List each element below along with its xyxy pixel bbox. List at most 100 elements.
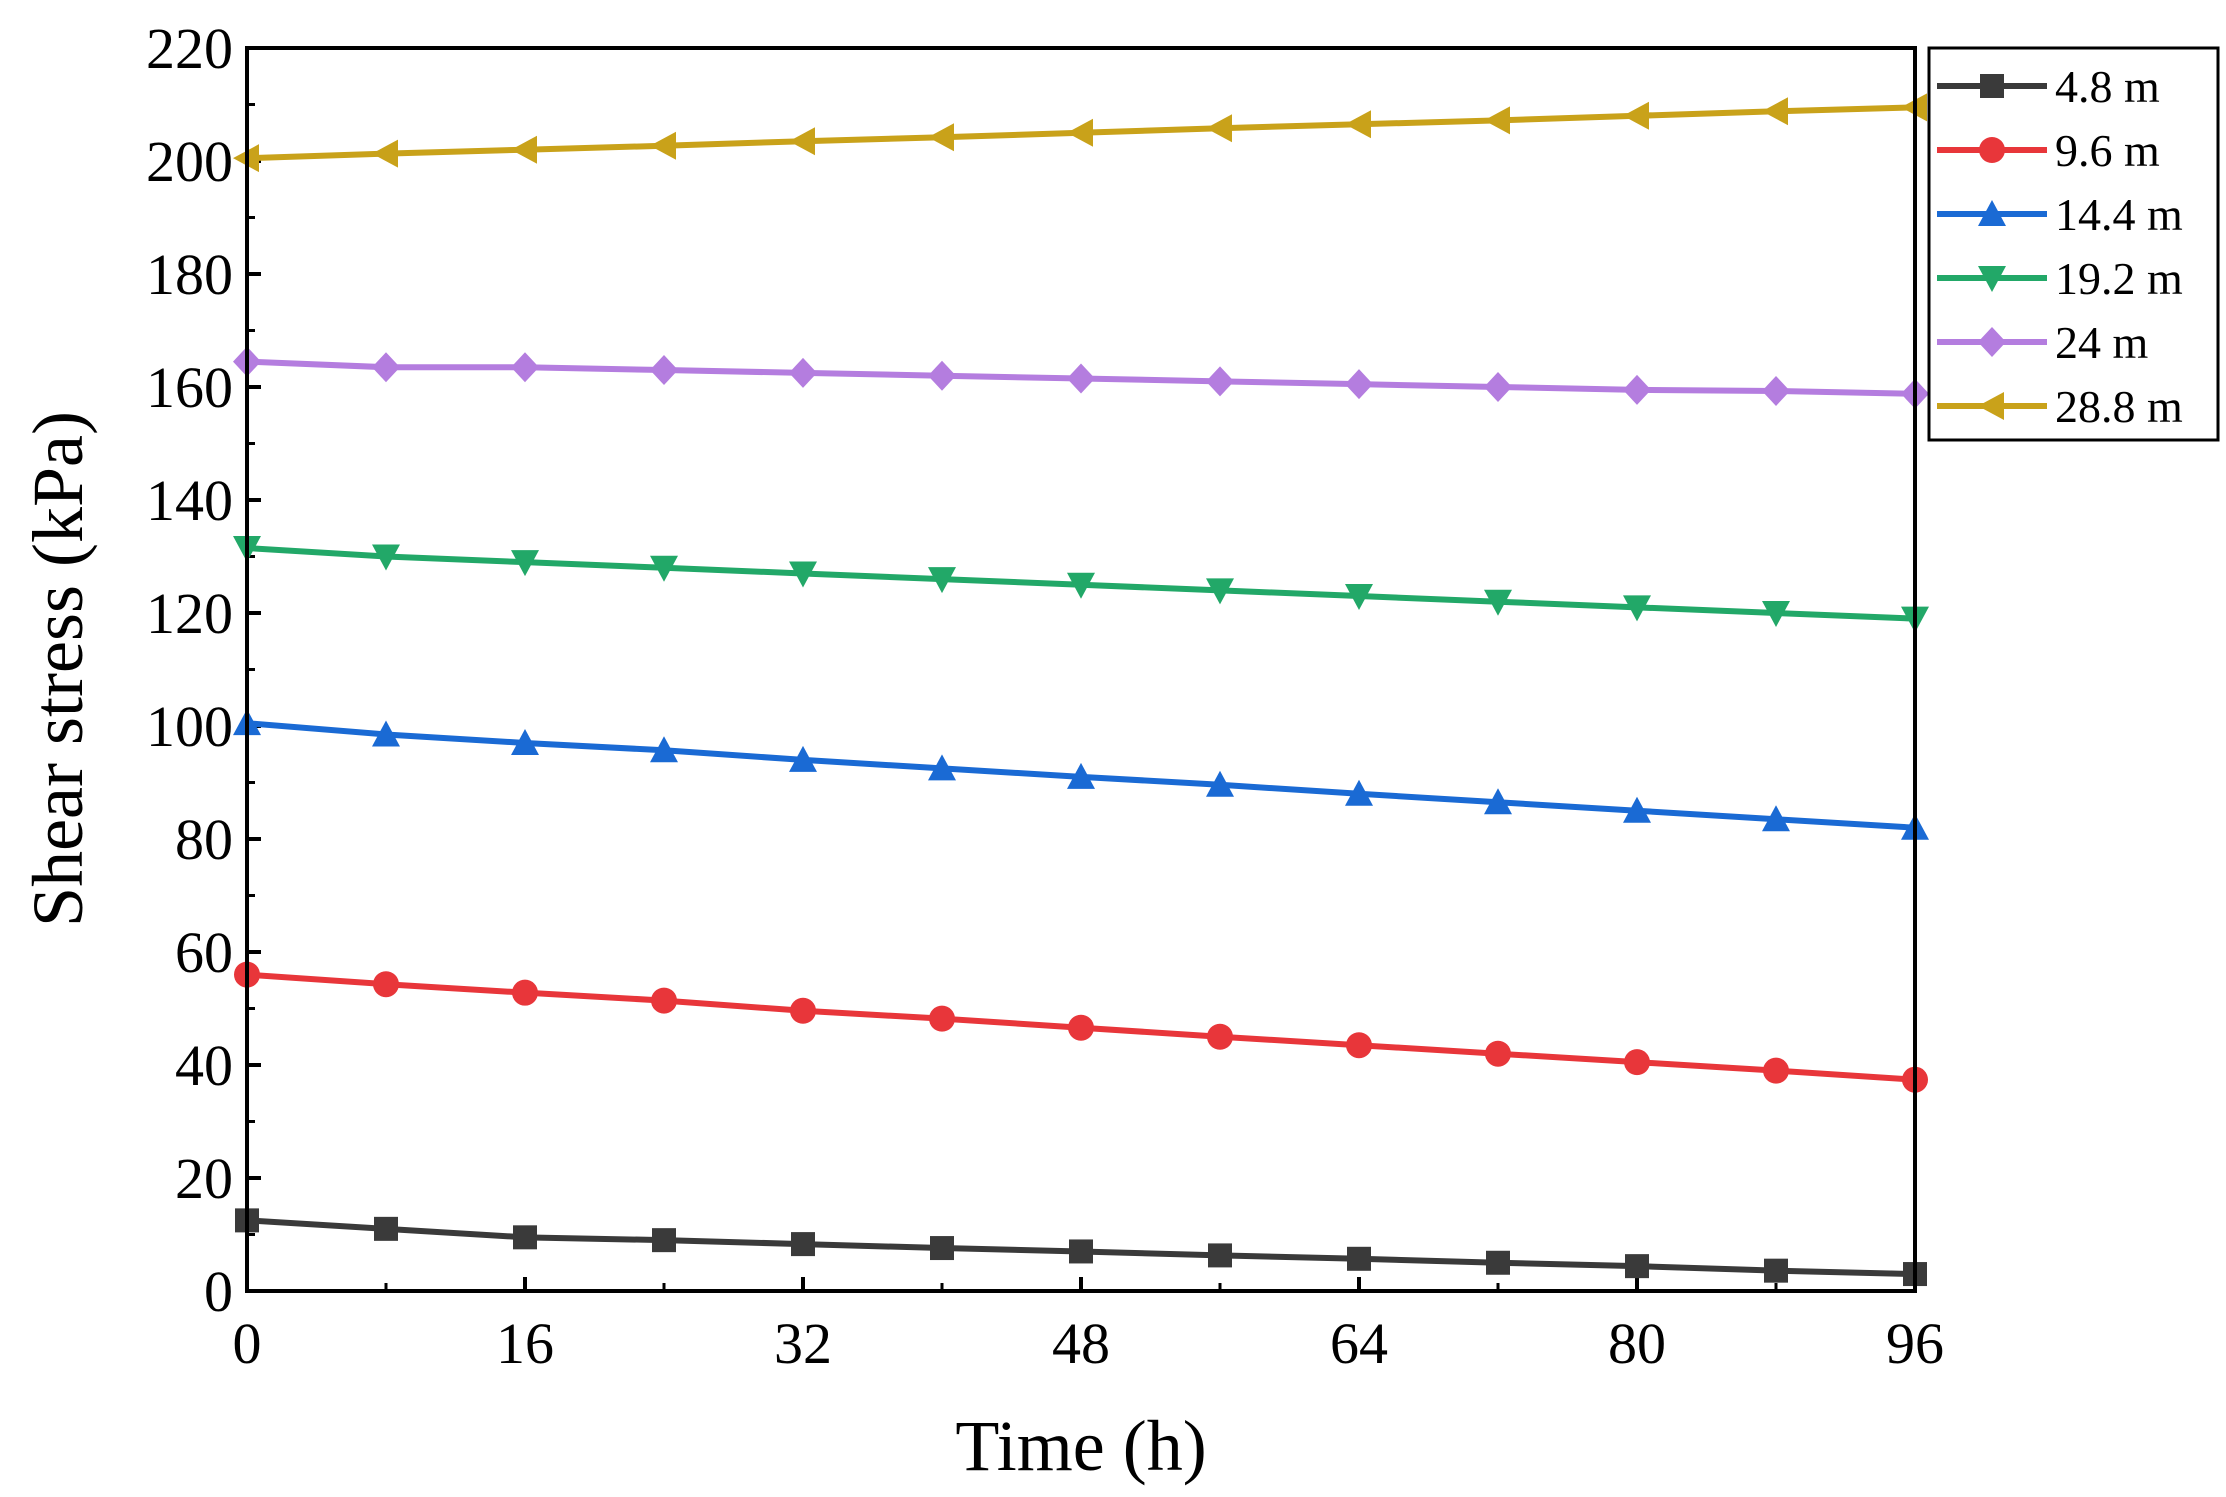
data-point (790, 997, 816, 1024)
y-tick-label: 60 (175, 920, 233, 985)
legend-item-28-8-m: 28.8 m (1937, 381, 2183, 432)
data-point (1345, 779, 1373, 806)
data-point (511, 352, 539, 383)
series-9-6-m (234, 961, 1928, 1093)
y-tick-label: 220 (146, 16, 233, 81)
legend-label: 9.6 m (2055, 125, 2160, 176)
x-tick-label: 64 (1330, 1311, 1388, 1376)
legend-marker (1978, 392, 2004, 420)
series-28-8-m (233, 93, 1927, 173)
data-point (1347, 1246, 1371, 1271)
x-axis-title: Time (h) (955, 1406, 1206, 1486)
data-point (652, 1228, 676, 1253)
data-point (1345, 584, 1373, 611)
legend-label: 28.8 m (2055, 381, 2183, 432)
data-point (1067, 572, 1095, 599)
data-point (789, 127, 815, 156)
data-point (1484, 372, 1512, 402)
y-tick-label: 160 (146, 355, 233, 420)
data-point (1484, 788, 1512, 815)
data-point (1069, 1239, 1093, 1264)
data-point (511, 728, 539, 755)
legend-marker (1978, 266, 2006, 292)
legend-marker (1978, 327, 2006, 357)
legend-items: 4.8 m 9.6 m 14.4 m 19.2 m 24 m 28.8 m (1937, 61, 2183, 432)
plot-frame (245, 46, 1917, 1293)
data-point (1485, 1040, 1511, 1067)
data-point (791, 1232, 815, 1257)
data-point (928, 360, 956, 391)
x-tick-label: 48 (1052, 1311, 1110, 1376)
legend-marker (1978, 200, 2006, 226)
data-point (1764, 1258, 1788, 1283)
data-point (789, 561, 817, 588)
series-19-2-m (233, 536, 1929, 633)
data-point (650, 736, 678, 763)
legend-label: 19.2 m (2055, 253, 2183, 304)
data-point (1206, 114, 1232, 143)
data-point (511, 550, 539, 577)
axis-ticks (245, 46, 1917, 1293)
data-point (1625, 1254, 1649, 1279)
y-tick-label: 100 (146, 694, 233, 759)
y-tick-label: 140 (146, 468, 233, 533)
data-point (650, 131, 676, 160)
data-point (1206, 366, 1234, 397)
series-layer (233, 93, 1929, 1287)
series-4-8-m (235, 1208, 1927, 1287)
data-point (1762, 805, 1790, 832)
data-point (1206, 770, 1234, 797)
x-tick-label: 96 (1886, 1311, 1944, 1376)
y-tick-label: 200 (146, 129, 233, 194)
data-point (1345, 110, 1371, 139)
y-tick-label: 40 (175, 1033, 233, 1098)
x-tick-label: 0 (233, 1311, 262, 1376)
series-14-4-m (233, 709, 1929, 840)
y-tick-label: 120 (146, 581, 233, 646)
data-point (930, 1236, 954, 1261)
series-24-m (233, 346, 1929, 409)
legend-item-19-2-m: 19.2 m (1937, 253, 2183, 304)
legend-frame (1927, 46, 2220, 442)
data-point (1623, 374, 1651, 405)
data-point (372, 139, 398, 168)
data-point (1068, 1014, 1094, 1041)
legend-label: 4.8 m (2055, 61, 2160, 112)
data-point (513, 1225, 537, 1250)
data-point (373, 971, 399, 998)
data-point (372, 720, 400, 747)
data-point (511, 135, 537, 164)
data-point (1623, 595, 1651, 622)
legend-item-9-6-m: 9.6 m (1937, 125, 2160, 176)
data-point (512, 979, 538, 1006)
data-point (789, 745, 817, 772)
legend-marker (1980, 74, 2004, 98)
legend-marker (1979, 137, 2005, 163)
data-point (1207, 1023, 1233, 1050)
y-axis-title: Shear stress (kPa) (18, 411, 98, 927)
data-point (928, 567, 956, 594)
x-tick-label: 16 (496, 1311, 554, 1376)
legend-item-4-8-m: 4.8 m (1937, 61, 2160, 112)
data-point (1067, 762, 1095, 789)
data-point (374, 1216, 398, 1241)
x-tick-label: 80 (1608, 1311, 1666, 1376)
data-point (1486, 1250, 1510, 1275)
y-tick-label: 180 (146, 242, 233, 307)
data-point (650, 355, 678, 386)
data-point (1624, 1049, 1650, 1076)
data-point (928, 123, 954, 152)
data-point (1346, 1032, 1372, 1059)
data-point (1762, 375, 1790, 406)
data-point (1762, 97, 1788, 126)
data-point (372, 352, 400, 383)
data-point (1762, 601, 1790, 627)
data-point (650, 555, 678, 582)
legend: 4.8 m 9.6 m 14.4 m 19.2 m 24 m 28.8 m (1927, 46, 2220, 442)
legend-label: 14.4 m (2055, 189, 2183, 240)
data-point (1763, 1057, 1789, 1084)
data-point (1623, 101, 1649, 130)
legend-item-24-m: 24 m (1937, 317, 2149, 368)
y-tick-label: 20 (175, 1146, 233, 1211)
